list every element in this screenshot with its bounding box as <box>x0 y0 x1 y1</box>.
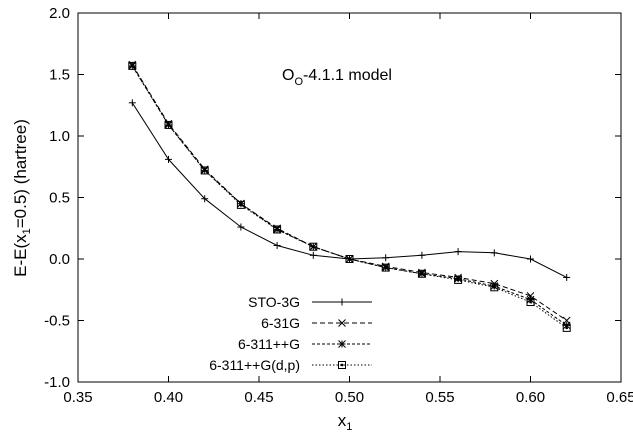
data-point <box>200 166 209 175</box>
legend-entry: STO-3G <box>248 294 372 310</box>
x-axis-title-main: x <box>338 411 347 430</box>
data-point <box>345 255 354 263</box>
data-point <box>164 120 173 129</box>
data-point <box>562 321 571 330</box>
series-line <box>131 65 567 326</box>
annotation-prefix: O <box>282 67 294 84</box>
data-point <box>418 251 426 259</box>
series-1 <box>128 99 571 281</box>
legend-entry: 6-311++G(d,p) <box>209 357 372 373</box>
legend-marker <box>338 340 346 348</box>
legend-marker <box>338 298 346 306</box>
y-tick-labels: -1.0 -0.5 0.0 0.5 1.0 1.5 2.0 <box>44 5 70 391</box>
x-tick-labels: 0.35 0.40 0.45 0.50 0.55 0.60 0.65 <box>63 389 633 406</box>
data-point <box>201 195 209 203</box>
data-point <box>417 269 426 278</box>
data-point <box>382 254 390 262</box>
data-point <box>237 223 245 231</box>
data-point <box>563 273 571 281</box>
data-point <box>454 275 463 284</box>
y-axis-title: E-E(x1=0.5) (hartree) <box>11 119 33 277</box>
data-point <box>236 200 245 209</box>
series-2 <box>128 60 571 325</box>
y-tick-label: -0.5 <box>44 313 70 330</box>
data-point <box>165 155 172 163</box>
x-axis-title-sub: 1 <box>346 421 352 433</box>
y-axis-title-sub: 1 <box>21 228 33 234</box>
x-tick-label: 0.45 <box>244 389 273 406</box>
y-tick-label: 0.5 <box>49 190 70 207</box>
data-point <box>273 225 282 234</box>
y-tick-label: 1.0 <box>49 128 70 145</box>
legend-label: 6-311++G(d,p) <box>209 357 300 373</box>
legend-label: 6-311++G <box>238 336 300 352</box>
x-tick-label: 0.60 <box>516 389 545 406</box>
x-tick-label: 0.65 <box>606 389 633 406</box>
chart-annotation: OO-4.1.1 model <box>282 67 392 88</box>
data-point <box>128 61 137 70</box>
y-axis-title-after: =0.5) (hartree) <box>11 119 30 228</box>
axis-ticks <box>77 12 622 383</box>
x-tick-label: 0.55 <box>425 389 454 406</box>
legend: STO-3G 6-31G 6-311++G 6-311++G(d,p) <box>209 294 372 373</box>
x-tick-label: 0.35 <box>63 389 92 406</box>
x-tick-label: 0.50 <box>335 389 364 406</box>
legend-entry: 6-311++G <box>238 336 372 352</box>
data-point <box>562 323 571 332</box>
data-point <box>527 255 534 263</box>
series-4 <box>128 61 571 332</box>
data-point <box>490 249 498 257</box>
legend-marker <box>338 361 346 369</box>
annotation-subscript: O <box>294 76 303 88</box>
x-tick-label: 0.40 <box>154 389 183 406</box>
data-point <box>273 241 281 249</box>
series-3 <box>128 62 571 330</box>
x-axis-title: x1 <box>338 411 353 433</box>
y-tick-label: 0.0 <box>49 251 70 268</box>
y-tick-label: 1.5 <box>49 67 70 84</box>
data-point <box>490 283 499 292</box>
series-line <box>131 64 567 321</box>
annotation-suffix: -4.1.1 model <box>303 67 392 84</box>
data-point <box>526 298 535 307</box>
legend-label: STO-3G <box>248 294 300 310</box>
series-line <box>131 65 567 329</box>
y-tick-label: 2.0 <box>49 5 70 22</box>
data-point <box>128 99 136 107</box>
legend-label: 6-31G <box>261 315 300 331</box>
data-point <box>309 251 317 259</box>
series-layer <box>128 60 571 332</box>
legend-entry: 6-31G <box>261 315 372 331</box>
legend-marker <box>338 319 346 327</box>
data-point <box>381 263 390 272</box>
data-point <box>454 248 462 256</box>
y-axis-title-before: E-E(x <box>11 234 30 277</box>
y-tick-label: -1.0 <box>44 374 70 391</box>
data-point <box>309 242 318 251</box>
series-line <box>131 102 567 278</box>
